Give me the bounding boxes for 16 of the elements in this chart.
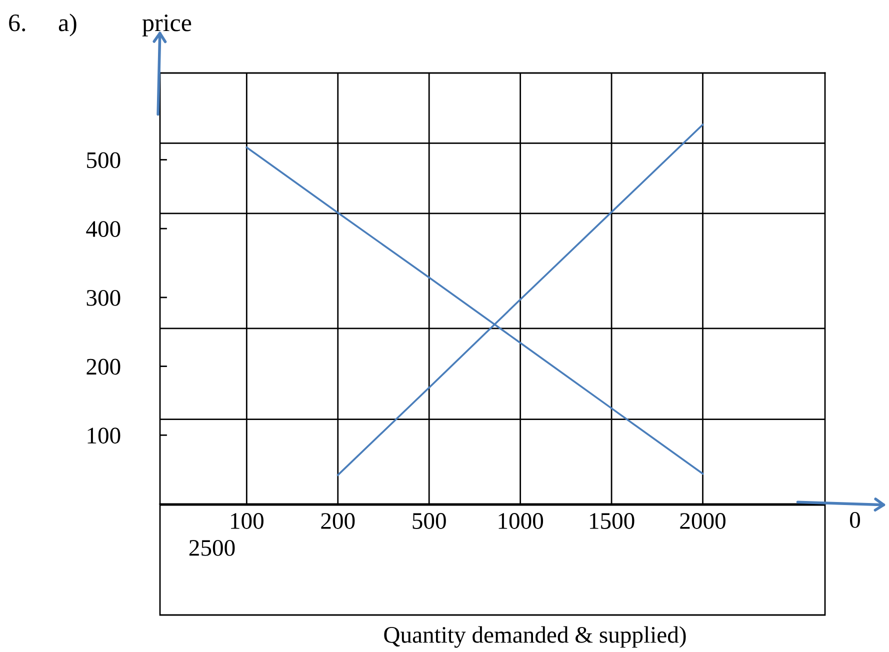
- y-tick-label: 200: [86, 358, 120, 375]
- y-tick-label: 500: [87, 152, 120, 168]
- x-axis-title: Quantity demanded & supplied): [384, 626, 686, 648]
- y-axis-title: price: [142, 14, 192, 36]
- x-tick-label: 1500: [590, 513, 634, 529]
- x-tick-label: 100: [231, 513, 264, 529]
- x-tick-label: 1000: [498, 513, 544, 529]
- text: 0: [850, 512, 860, 528]
- y-tick-label: 400: [86, 221, 120, 238]
- chart-title: 6. a): [9, 14, 76, 36]
- x-tick-label: 200: [321, 513, 355, 529]
- x-tick-label: 2000: [680, 513, 726, 529]
- y-tick-label: 100: [88, 428, 120, 444]
- text: 2500: [189, 540, 235, 556]
- x-tick-label: 500: [412, 513, 446, 529]
- y-tick-label: 300: [86, 290, 120, 306]
